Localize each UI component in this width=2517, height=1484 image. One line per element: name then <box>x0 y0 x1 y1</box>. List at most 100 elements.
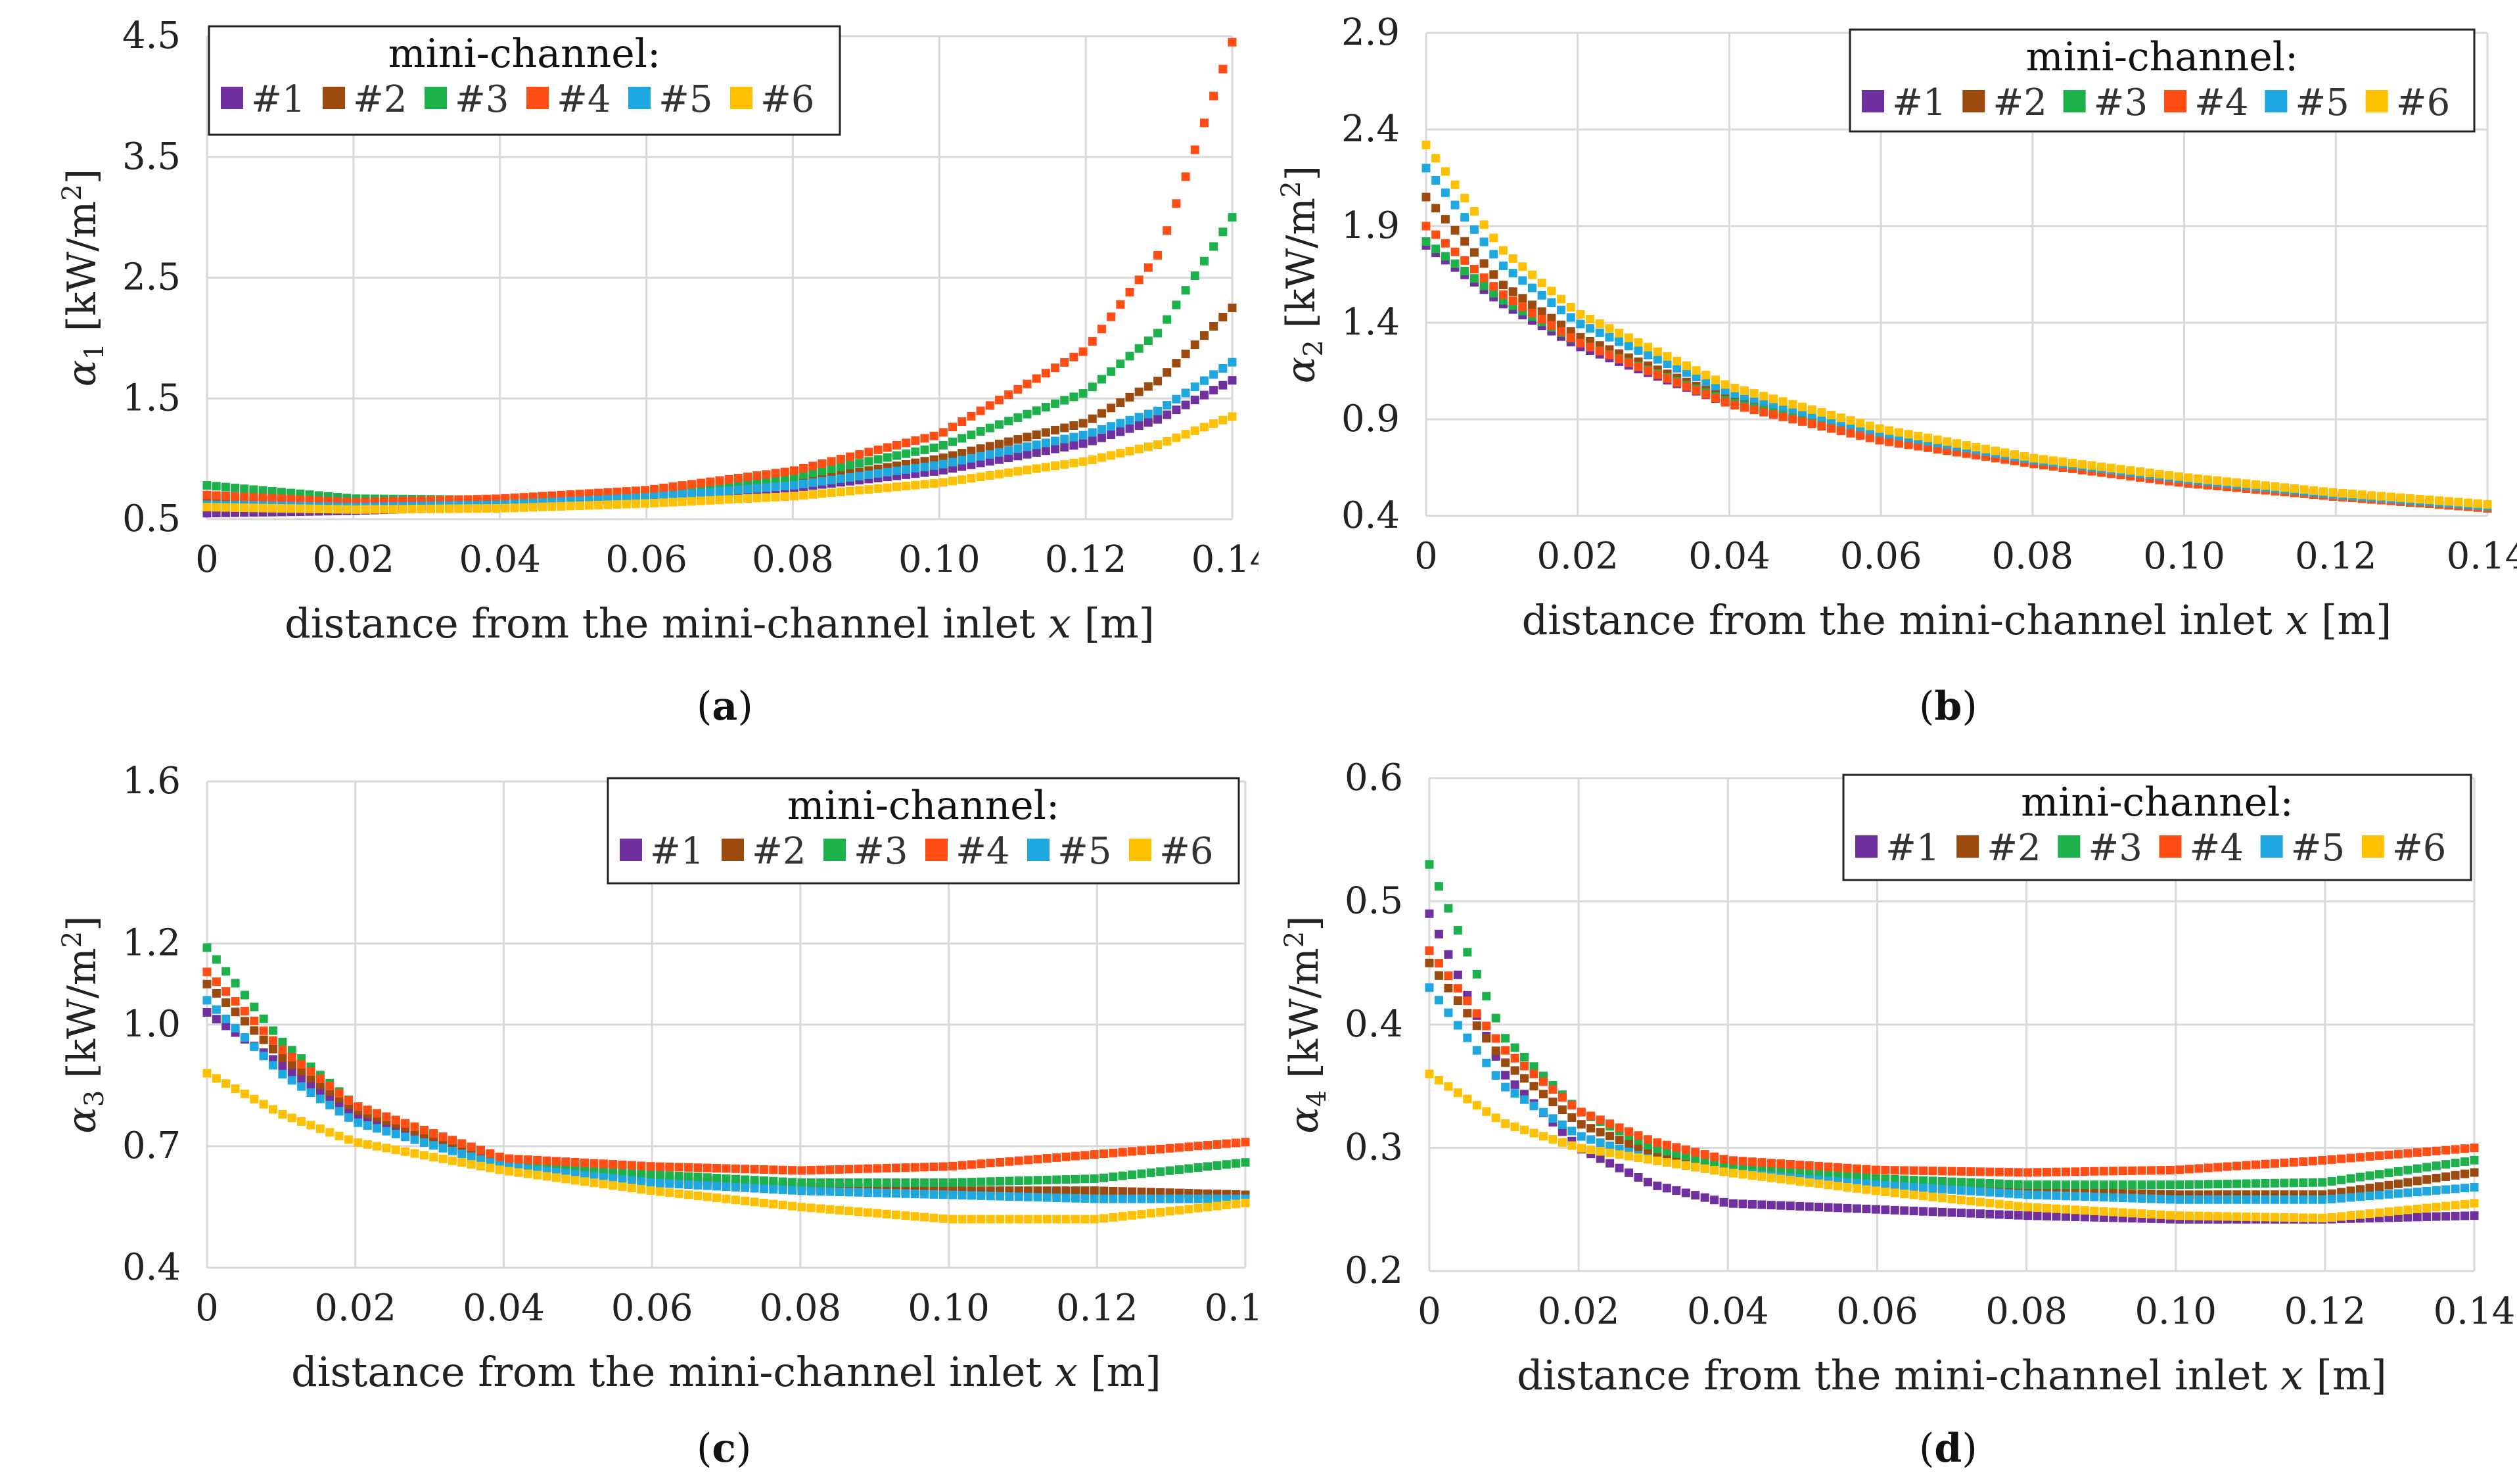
data-point <box>1644 366 1653 375</box>
data-point <box>1033 1155 1042 1164</box>
data-point <box>1051 444 1060 453</box>
data-point <box>1060 460 1069 469</box>
data-point <box>2099 1180 2108 1190</box>
data-point <box>901 1178 910 1187</box>
data-point <box>622 499 631 509</box>
data-point <box>609 1160 618 1169</box>
data-point <box>759 1176 768 1185</box>
data-point <box>250 1094 259 1103</box>
data-point <box>2413 1213 2422 1222</box>
data-point <box>986 1177 995 1186</box>
data-point <box>306 1073 315 1082</box>
data-point <box>1460 256 1469 265</box>
data-point <box>2432 1212 2441 1221</box>
data-point <box>2422 1163 2432 1172</box>
data-point <box>1061 1194 1071 1203</box>
data-point <box>1013 452 1023 461</box>
legend-swatch <box>722 839 744 861</box>
data-point <box>1662 1184 1671 1193</box>
data-point <box>2451 1145 2460 1154</box>
data-point <box>958 434 967 443</box>
data-point <box>1991 446 2000 455</box>
data-point <box>1156 1207 1165 1217</box>
data-point <box>1421 193 1431 202</box>
data-point <box>1625 1140 1634 1149</box>
series-#5 <box>202 358 1237 512</box>
legend-label: #5 <box>2295 81 2349 124</box>
data-point <box>827 465 836 474</box>
data-point <box>1041 428 1050 437</box>
data-point <box>1061 1215 1071 1224</box>
data-point <box>202 1069 212 1078</box>
data-point <box>2014 1168 2023 1177</box>
data-point <box>1995 1210 2004 1219</box>
data-point <box>1634 1173 1643 1182</box>
data-point <box>1425 958 1434 967</box>
data-point <box>1975 1167 1985 1176</box>
data-point <box>1558 1127 1567 1136</box>
data-point <box>566 490 575 499</box>
legend-label: #5 <box>658 78 713 121</box>
legend-swatch <box>221 87 243 109</box>
y-tick-label: 4.5 <box>122 14 181 57</box>
data-point <box>641 486 650 495</box>
data-point <box>994 469 1004 478</box>
data-point <box>967 474 976 483</box>
data-point <box>2203 475 2212 484</box>
data-point <box>457 1149 467 1159</box>
data-point <box>1501 1082 1510 1092</box>
data-point <box>2460 1169 2470 1178</box>
data-point <box>1425 946 1434 955</box>
data-point <box>454 504 463 513</box>
legend-swatch <box>425 87 447 109</box>
data-point <box>1605 1132 1615 1141</box>
data-point <box>612 487 622 496</box>
legend-label: #6 <box>760 78 815 121</box>
data-point <box>789 466 798 475</box>
data-point <box>250 1026 259 1035</box>
data-point <box>457 1139 467 1148</box>
y-axis-subscript: 2 <box>1299 340 1329 356</box>
data-point <box>2080 1213 2089 1222</box>
data-point <box>2441 1160 2451 1169</box>
data-point <box>1107 312 1116 321</box>
data-point <box>1966 1167 1975 1176</box>
data-point <box>2061 1167 2070 1176</box>
data-point <box>1023 442 1032 452</box>
data-point <box>551 1157 561 1166</box>
x-tick-label: 0.10 <box>2143 535 2225 578</box>
data-point <box>1995 1179 2004 1188</box>
data-point <box>1060 396 1069 405</box>
data-point <box>929 461 938 470</box>
data-point <box>1729 1156 1738 1165</box>
data-point <box>1890 1166 1899 1175</box>
data-point <box>1778 397 1788 406</box>
data-point <box>1472 1046 1481 1055</box>
data-point <box>1653 1138 1662 1148</box>
data-point <box>1663 374 1672 383</box>
data-point <box>259 1035 268 1044</box>
x-tick-label: 0.02 <box>314 1287 396 1330</box>
data-point <box>1222 1200 1231 1209</box>
data-point <box>580 1158 589 1167</box>
data-point <box>1498 246 1508 255</box>
data-point <box>2156 1180 2165 1190</box>
data-point <box>1061 1175 1071 1184</box>
data-point <box>1137 1169 1146 1178</box>
data-point <box>712 1182 722 1191</box>
data-point <box>1518 262 1527 271</box>
data-point <box>429 1129 438 1138</box>
data-point <box>1692 373 1701 382</box>
data-point <box>1501 1034 1510 1043</box>
data-point <box>2033 1190 2042 1199</box>
data-point <box>1557 294 1566 304</box>
x-tick-label: 0.02 <box>313 538 395 581</box>
data-point <box>1547 287 1556 296</box>
data-point <box>1518 294 1527 303</box>
data-point <box>808 490 818 499</box>
data-point <box>1005 1176 1014 1186</box>
legend-swatch <box>2265 90 2288 112</box>
data-point <box>1518 302 1527 312</box>
data-point <box>1014 1176 1023 1186</box>
data-point <box>1711 394 1720 403</box>
